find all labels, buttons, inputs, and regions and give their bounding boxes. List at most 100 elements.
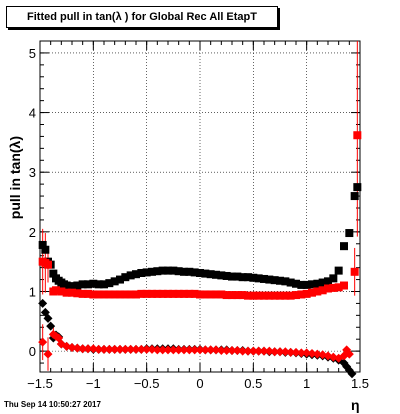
square-marker <box>206 290 215 299</box>
square-marker <box>318 278 327 287</box>
diamond-marker <box>312 349 322 359</box>
diamond-marker <box>307 349 317 359</box>
diamond-marker <box>184 345 194 355</box>
square-marker <box>148 289 156 298</box>
square-marker <box>68 282 76 291</box>
diamond-marker <box>264 346 274 356</box>
square-marker <box>62 281 71 290</box>
square-marker <box>180 289 188 298</box>
diamond-marker <box>56 339 66 349</box>
square-marker <box>132 290 140 299</box>
diamond-marker <box>280 347 290 357</box>
square-marker <box>254 274 263 283</box>
y-tick-label: 5 <box>29 46 36 61</box>
square-marker <box>233 272 242 281</box>
error-bars <box>42 41 358 371</box>
square-marker <box>276 291 284 300</box>
diamond-marker <box>254 346 264 356</box>
square-marker <box>260 274 268 283</box>
x-tick-label: 1 <box>303 376 310 391</box>
square-marker <box>73 289 82 298</box>
square-marker <box>238 291 247 300</box>
diamond-marker <box>216 346 226 356</box>
square-marker <box>94 280 103 289</box>
square-marker <box>324 284 332 293</box>
diamond-marker <box>232 346 242 356</box>
square-marker <box>318 286 327 295</box>
diamond-marker <box>206 345 216 355</box>
timestamp: Thu Sep 14 10:50:27 2017 <box>4 400 101 409</box>
square-marker <box>350 192 359 201</box>
y-axis-title: pull in tan(λ) <box>7 136 23 219</box>
square-marker <box>73 281 82 290</box>
diamond-marker <box>158 345 168 355</box>
square-marker <box>158 289 167 298</box>
diamond-marker <box>147 344 157 354</box>
square-marker <box>353 183 362 192</box>
square-marker <box>292 279 300 288</box>
diamond-marker <box>296 348 306 358</box>
diamond-marker <box>179 345 189 355</box>
square-marker <box>116 275 124 284</box>
square-marker <box>164 289 172 298</box>
square-marker <box>254 291 263 300</box>
square-marker <box>68 288 76 297</box>
diamond-marker <box>227 346 237 356</box>
square-marker <box>340 242 348 251</box>
diamond-marker <box>83 344 93 354</box>
square-marker <box>286 291 295 300</box>
square-marker <box>201 269 210 278</box>
square-marker <box>334 266 343 275</box>
square-marker <box>169 266 178 275</box>
data-markers <box>38 131 362 379</box>
square-marker <box>137 268 146 277</box>
diamond-marker <box>46 321 56 331</box>
diamond-marker <box>115 344 125 354</box>
square-marker <box>116 290 124 299</box>
square-marker <box>38 240 47 249</box>
square-marker <box>217 290 226 299</box>
diamond-marker <box>67 343 77 353</box>
diamond-marker <box>275 347 285 357</box>
square-marker <box>244 291 252 300</box>
square-marker <box>281 277 290 286</box>
square-marker <box>190 289 199 298</box>
square-marker <box>185 267 194 276</box>
square-marker <box>249 273 258 282</box>
diamond-marker <box>195 345 205 355</box>
square-marker <box>228 272 236 281</box>
diamond-marker <box>104 344 114 354</box>
chart-title: Fitted pull in tan(λ ) for Global Rec Al… <box>27 11 257 23</box>
square-marker <box>41 245 50 254</box>
square-marker <box>233 291 242 300</box>
square-marker <box>222 291 231 300</box>
x-tick-label: −0.5 <box>134 376 160 391</box>
diamond-marker <box>270 347 280 357</box>
square-marker <box>196 290 204 299</box>
square-marker <box>169 289 178 298</box>
square-marker <box>44 260 52 269</box>
square-marker <box>84 289 92 298</box>
square-marker <box>110 277 119 286</box>
square-marker <box>110 290 119 299</box>
diamond-marker <box>211 345 221 355</box>
square-marker <box>148 267 156 276</box>
diamond-marker <box>259 346 269 356</box>
diamond-marker <box>222 346 232 356</box>
square-marker <box>49 269 58 278</box>
square-marker <box>340 281 348 290</box>
diamond-marker <box>94 344 104 354</box>
diamond-marker <box>110 344 120 354</box>
square-marker <box>78 280 87 289</box>
square-marker <box>350 267 359 276</box>
square-marker <box>105 290 114 299</box>
y-tick-label: 1 <box>29 284 36 299</box>
diamond-marker <box>43 313 53 323</box>
x-tick-label: 1.5 <box>351 376 369 391</box>
square-marker <box>292 291 300 300</box>
diamond-marker <box>38 298 48 308</box>
diamond-marker <box>142 344 152 354</box>
diamond-marker <box>163 345 173 355</box>
square-marker <box>308 288 316 297</box>
square-marker <box>174 289 183 298</box>
